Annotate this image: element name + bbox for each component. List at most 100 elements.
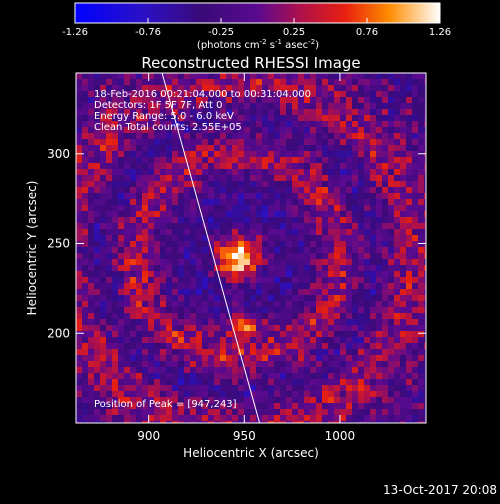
heatmap-cell <box>262 349 269 356</box>
heatmap-cell <box>424 307 426 314</box>
heatmap-cell <box>172 301 179 308</box>
heatmap-cell <box>184 409 191 416</box>
heatmap-cell <box>250 247 257 254</box>
heatmap-cell <box>88 325 95 332</box>
annotation-clean: Clean Total counts: 2.55E+05 <box>94 122 242 133</box>
heatmap-cell <box>382 205 389 212</box>
heatmap-cell <box>418 199 425 206</box>
heatmap-cell <box>226 289 233 296</box>
heatmap-cell <box>334 145 341 152</box>
heatmap-cell <box>418 247 425 254</box>
heatmap-cell <box>82 115 89 122</box>
heatmap-cell <box>76 157 83 164</box>
heatmap-cell <box>382 181 389 188</box>
heatmap-cell <box>274 139 281 146</box>
heatmap-cell <box>148 307 155 314</box>
heatmap-cell <box>136 265 143 272</box>
heatmap-cell <box>388 397 395 404</box>
heatmap-cell <box>178 199 185 206</box>
heatmap-cell <box>364 403 371 410</box>
heatmap-cell <box>148 283 155 290</box>
heatmap-cell <box>274 229 281 236</box>
heatmap-cell <box>190 361 197 368</box>
heatmap-cell <box>310 223 317 230</box>
heatmap-cell <box>382 259 389 266</box>
heatmap-cell <box>394 265 401 272</box>
heatmap-cell <box>142 397 149 404</box>
heatmap-cell <box>232 325 239 332</box>
heatmap-cell <box>274 307 281 314</box>
heatmap-cell <box>358 283 365 290</box>
heatmap-cell <box>298 409 305 416</box>
heatmap-cell <box>250 385 257 392</box>
heatmap-cell <box>304 199 311 206</box>
heatmap-cell <box>94 265 101 272</box>
heatmap-cell <box>166 253 173 260</box>
heatmap-cell <box>172 103 179 110</box>
heatmap-cell <box>376 295 383 302</box>
heatmap-cell <box>394 385 401 392</box>
heatmap-cell <box>358 145 365 152</box>
heatmap-cell <box>250 337 257 344</box>
heatmap-cell <box>388 277 395 284</box>
heatmap-cell <box>400 145 407 152</box>
heatmap-cell <box>166 241 173 248</box>
heatmap-cell <box>244 241 251 248</box>
heatmap-cell <box>322 271 329 278</box>
heatmap-cell <box>298 175 305 182</box>
heatmap-cell <box>304 307 311 314</box>
heatmap-cell <box>208 397 215 404</box>
heatmap-cell <box>406 199 413 206</box>
heatmap-cell <box>106 361 113 368</box>
heatmap-cell <box>298 157 305 164</box>
heatmap-cell <box>202 91 209 98</box>
heatmap-cell <box>310 301 317 308</box>
heatmap-cell <box>220 397 227 404</box>
heatmap-cell <box>382 421 389 423</box>
heatmap-cell <box>184 295 191 302</box>
heatmap-cell <box>136 325 143 332</box>
heatmap-cell <box>250 313 257 320</box>
heatmap-cell <box>148 211 155 218</box>
heatmap-cell <box>142 391 149 398</box>
heatmap-cell <box>184 259 191 266</box>
heatmap-cell <box>154 229 161 236</box>
heatmap-cell <box>340 421 347 423</box>
heatmap-cell <box>322 289 329 296</box>
heatmap-cell <box>88 361 95 368</box>
heatmap-cell <box>322 109 329 116</box>
heatmap-cell <box>106 253 113 260</box>
heatmap-cell <box>208 391 215 398</box>
heatmap-cell <box>322 391 329 398</box>
heatmap-cell <box>316 265 323 272</box>
heatmap-cell <box>262 403 269 410</box>
heatmap-cell <box>388 235 395 242</box>
heatmap-cell <box>244 157 251 164</box>
heatmap-cell <box>88 91 95 98</box>
heatmap-cell <box>334 355 341 362</box>
heatmap-cell <box>310 295 317 302</box>
heatmap-cell <box>106 307 113 314</box>
heatmap-cell <box>292 145 299 152</box>
heatmap-cell <box>412 379 419 386</box>
heatmap-cell <box>424 403 426 410</box>
heatmap-cell <box>142 379 149 386</box>
heatmap-cell <box>298 217 305 224</box>
heatmap-cell <box>334 343 341 350</box>
heatmap-cell <box>232 235 239 242</box>
heatmap-cell <box>196 331 203 338</box>
heatmap-cell <box>364 163 371 170</box>
heatmap-cell <box>160 181 167 188</box>
heatmap-cell <box>328 247 335 254</box>
heatmap-cell <box>388 151 395 158</box>
heatmap-cell <box>292 163 299 170</box>
heatmap-cell <box>262 355 269 362</box>
heatmap-cell <box>394 421 401 423</box>
heatmap-cell <box>106 211 113 218</box>
heatmap-cell <box>124 73 131 80</box>
heatmap-cell <box>124 313 131 320</box>
heatmap-cell <box>382 73 389 80</box>
heatmap-cell <box>340 325 347 332</box>
heatmap-cell <box>202 283 209 290</box>
heatmap-cell <box>226 415 233 422</box>
